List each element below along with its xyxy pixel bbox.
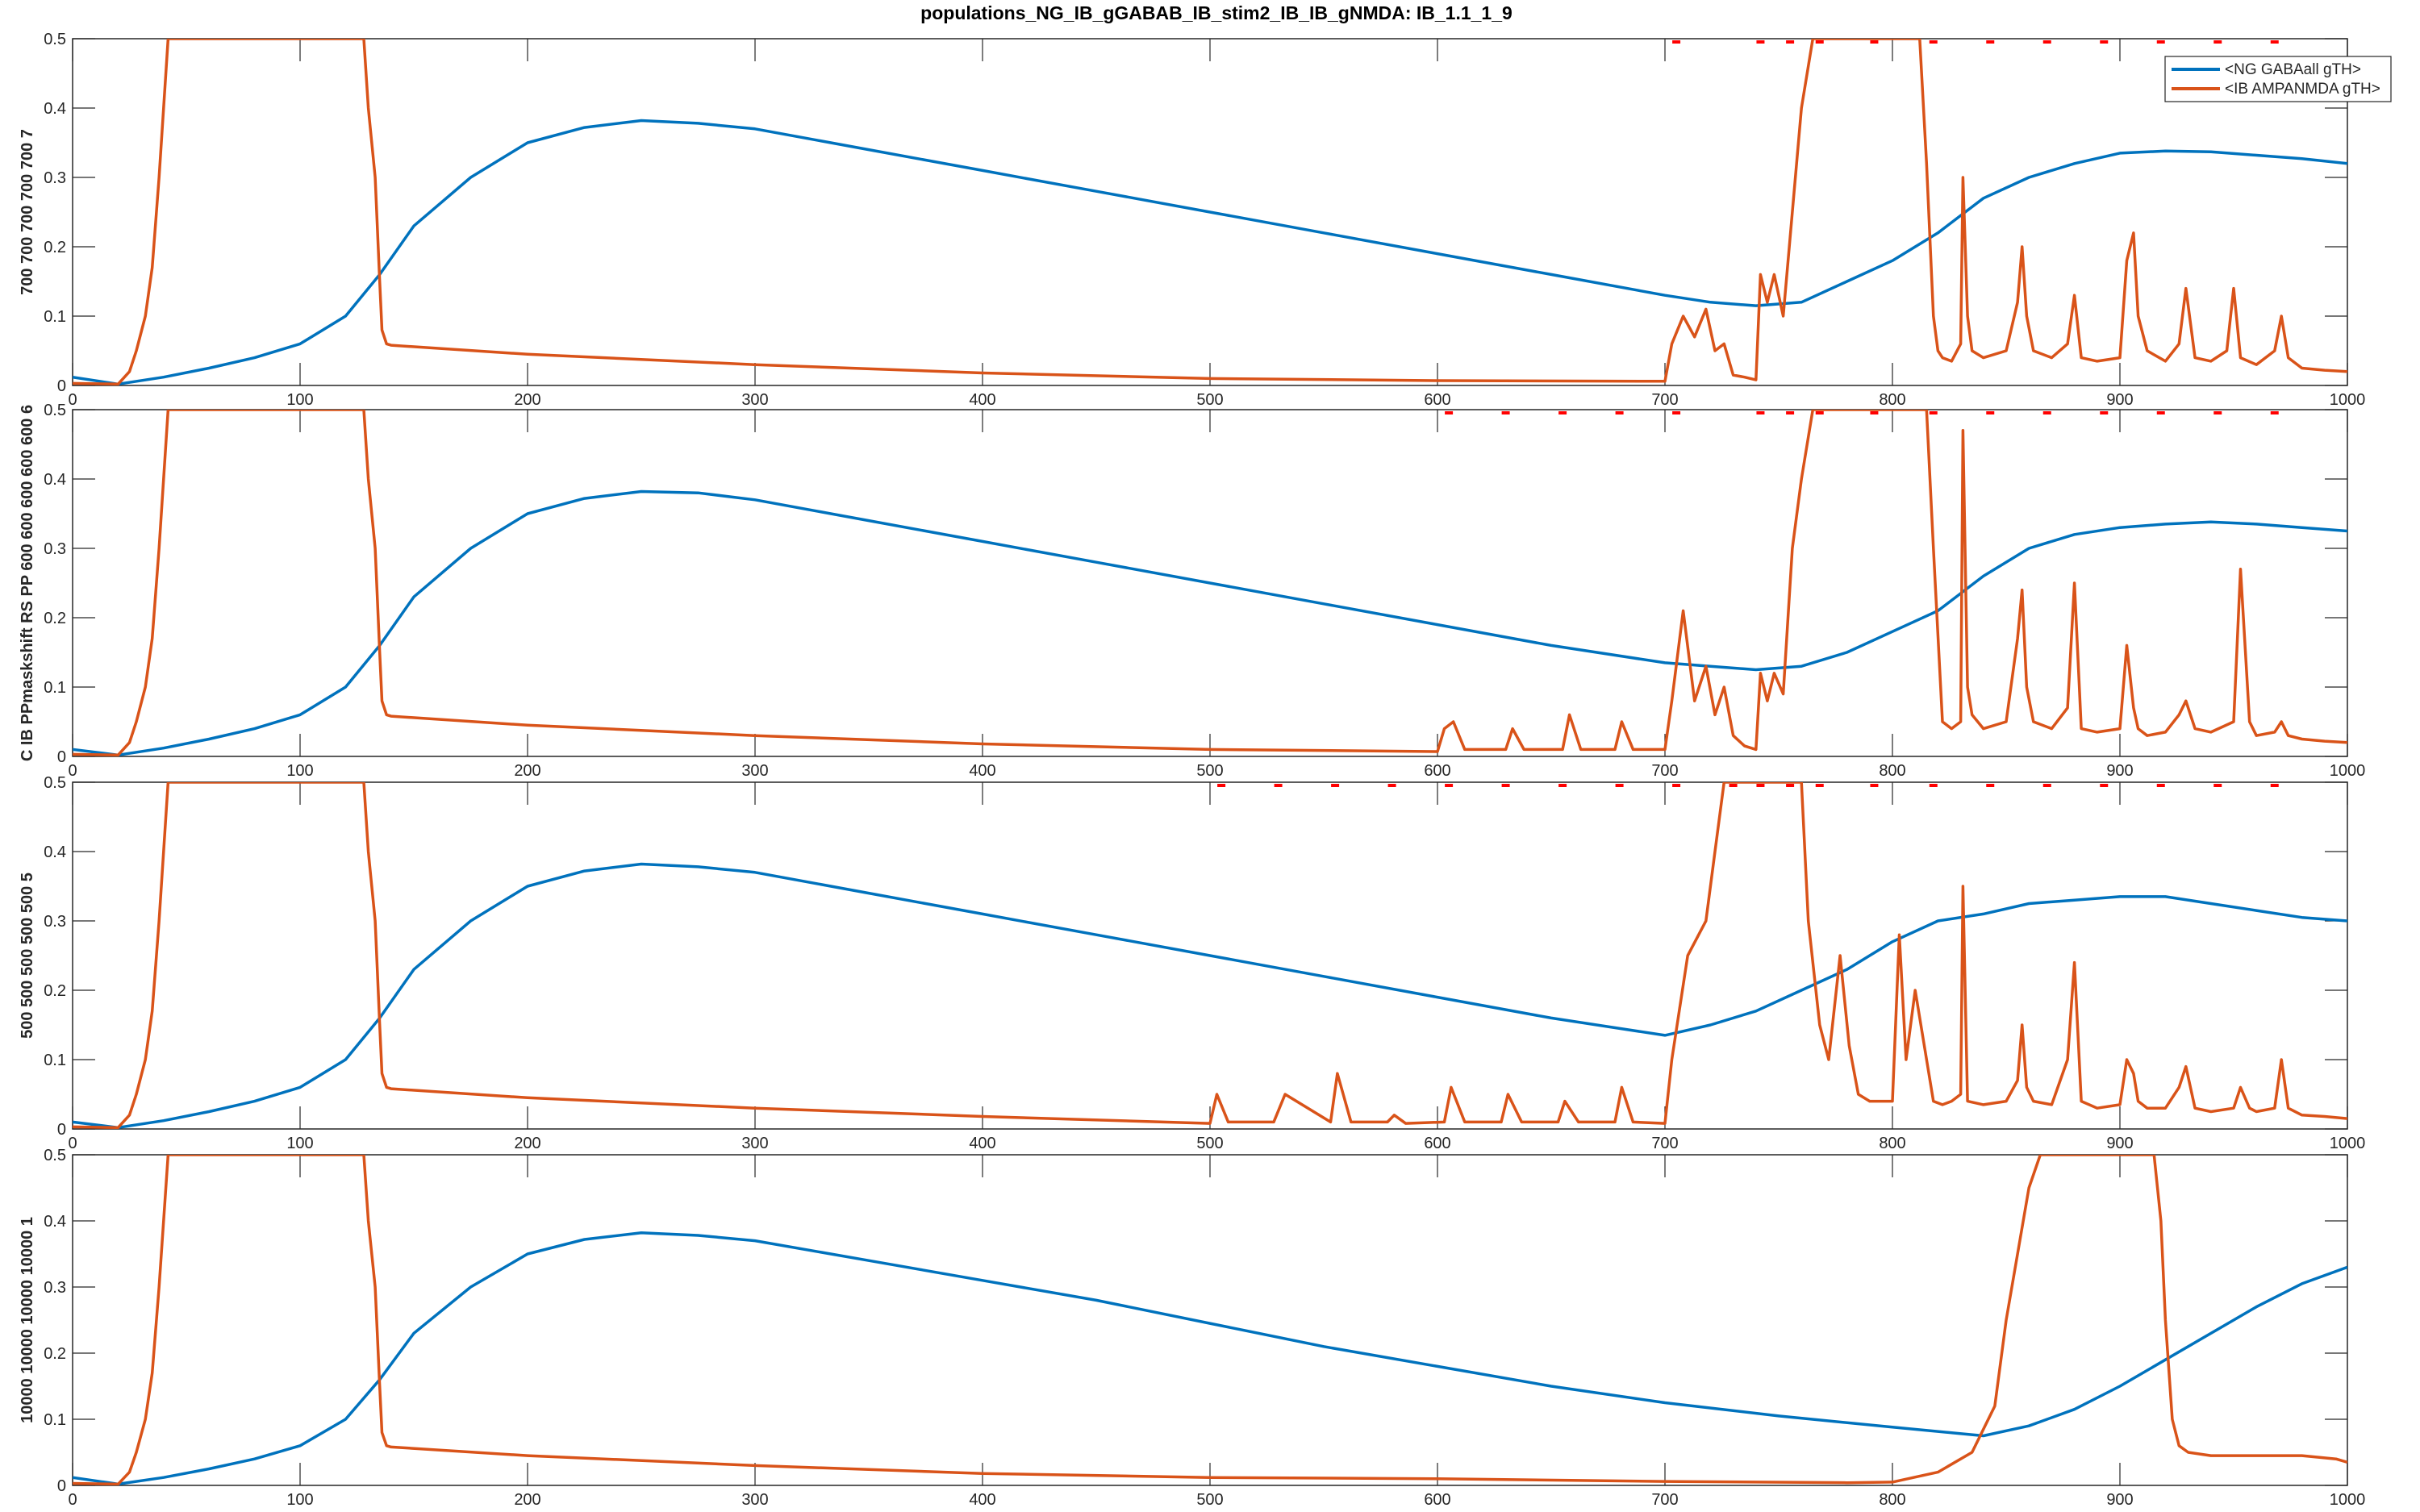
x-tick-label: 700 xyxy=(1651,391,1678,409)
y-tick-label: 0.3 xyxy=(44,540,66,558)
y-tick-label: 0.3 xyxy=(44,169,66,187)
y-tick-label: 0.1 xyxy=(44,308,66,326)
y-tick-label: 0.5 xyxy=(44,402,66,419)
x-tick-label: 700 xyxy=(1651,762,1678,780)
x-tick-label: 600 xyxy=(1424,762,1450,780)
x-tick-label: 0 xyxy=(68,1135,77,1152)
x-tick-label: 1000 xyxy=(2330,1491,2366,1509)
x-tick-label: 800 xyxy=(1879,762,1905,780)
series-ib-ampanmda-line xyxy=(73,39,2347,385)
x-tick-label: 400 xyxy=(969,1135,995,1152)
y-tick-label: 0.1 xyxy=(44,1411,66,1429)
x-tick-label: 500 xyxy=(1196,1135,1223,1152)
series-ng-gabaall-line xyxy=(73,119,2347,385)
y-tick-label: 0.1 xyxy=(44,1052,66,1069)
x-tick-label: 200 xyxy=(514,762,540,780)
series-ib-ampanmda-line xyxy=(73,782,2347,1129)
x-tick-label: 500 xyxy=(1196,391,1223,409)
x-tick-label: 100 xyxy=(286,391,313,409)
x-tick-label: 700 xyxy=(1651,1491,1678,1509)
x-tick-label: 1000 xyxy=(2330,1135,2366,1152)
y-tick-label: 0.3 xyxy=(44,1279,66,1297)
x-tick-label: 400 xyxy=(969,1491,995,1509)
y-tick-label: 0 xyxy=(57,377,66,395)
y-tick-label: 0 xyxy=(57,748,66,766)
y-tick-label: 0.2 xyxy=(44,239,66,256)
x-tick-label: 200 xyxy=(514,1491,540,1509)
y-tick-label: 0.4 xyxy=(44,1213,66,1231)
y-axis-label: 700 700 700 700 700 7 xyxy=(19,129,36,295)
y-tick-label: 0.3 xyxy=(44,913,66,931)
y-tick-label: 0.2 xyxy=(44,1345,66,1363)
x-tick-label: 800 xyxy=(1879,1491,1905,1509)
series-ng-gabaall-line xyxy=(73,489,2347,756)
x-tick-label: 200 xyxy=(514,1135,540,1152)
x-tick-label: 0 xyxy=(68,1491,77,1509)
panels: 0 100 200 300 400 500 600 700 800 900 100000.10.20… xyxy=(19,31,2365,1509)
panel-2: 0 100 200 300 400 500 600 700 800 900 1000 0 0.1 0.2 0… xyxy=(19,402,2365,780)
x-tick-label: 100 xyxy=(286,762,313,780)
y-tick-label: 0.1 xyxy=(44,679,66,697)
y-tick-label: 0 xyxy=(57,1121,66,1139)
panel-1: 0 100 200 300 400 500 600 700 800 900 1000 0 0.1 0.2 0… xyxy=(19,31,2365,409)
x-tick-label: 700 xyxy=(1651,1135,1678,1152)
y-tick-label: 0.2 xyxy=(44,610,66,627)
panel-4: 0 100 200 300 400 500 600 700 800 900 1000 0 0.1 0.2 0… xyxy=(19,1147,2365,1509)
x-tick-label: 100 xyxy=(286,1135,313,1152)
x-tick-label: 300 xyxy=(741,1491,768,1509)
y-axis-label: 500 500 500 500 500 5 xyxy=(19,873,36,1039)
y-axis-label: 10000 10000 10000 10000 1 xyxy=(19,1217,36,1423)
x-tick-label: 400 xyxy=(969,391,995,409)
x-tick-label: 1000 xyxy=(2330,762,2366,780)
legend-label: <NG GABAall gTH> xyxy=(2225,61,2361,78)
x-tick-label: 600 xyxy=(1424,391,1450,409)
x-tick-label: 300 xyxy=(741,1135,768,1152)
y-tick-label: 0.5 xyxy=(44,1147,66,1164)
x-tick-label: 100 xyxy=(286,1491,313,1509)
panel-3: 0 100 200 300 400 500 600 700 800 900 1000 0 0.1 0.2 0… xyxy=(19,774,2365,1152)
x-tick-label: 900 xyxy=(2106,762,2133,780)
y-tick-label: 0.4 xyxy=(44,471,66,489)
y-tick-label: 0.2 xyxy=(44,982,66,1000)
x-tick-label: 600 xyxy=(1424,1491,1450,1509)
y-tick-label: 0.4 xyxy=(44,100,66,118)
x-tick-label: 0 xyxy=(68,762,77,780)
legend-box xyxy=(2164,56,2392,102)
legend-label: <IB AMPANMDA gTH> xyxy=(2225,81,2380,98)
y-tick-label: 0.5 xyxy=(44,31,66,48)
x-tick-label: 800 xyxy=(1879,1135,1905,1152)
x-tick-label: 800 xyxy=(1879,391,1905,409)
series-ib-ampanmda-line xyxy=(73,410,2347,756)
x-tick-label: 500 xyxy=(1196,1491,1223,1509)
x-tick-label: 0 xyxy=(68,391,77,409)
x-tick-label: 1000 xyxy=(2330,391,2366,409)
x-tick-label: 300 xyxy=(741,391,768,409)
x-tick-label: 400 xyxy=(969,762,995,780)
chart-title: populations_NG_IB_gGABAB_IB_stim2_IB_IB_… xyxy=(920,2,1512,23)
x-tick-label: 500 xyxy=(1196,762,1223,780)
x-tick-label: 600 xyxy=(1424,1135,1450,1152)
x-tick-label: 900 xyxy=(2106,391,2133,409)
y-tick-label: 0 xyxy=(57,1477,66,1495)
y-axis-label: C IB PPmaskshift RS PP 600 600 600 600 6… xyxy=(19,405,36,761)
x-tick-label: 900 xyxy=(2106,1135,2133,1152)
series-ng-gabaall-line xyxy=(73,862,2347,1129)
x-tick-label: 200 xyxy=(514,391,540,409)
series-ng-gabaall-line xyxy=(73,1231,2347,1485)
y-tick-label: 0.4 xyxy=(44,843,66,861)
y-tick-label: 0.5 xyxy=(44,774,66,792)
x-tick-label: 300 xyxy=(741,762,768,780)
legend: <NG GABAall gTH> <IB AMPANMDA gTH> xyxy=(2164,56,2392,102)
series-ib-ampanmda-line xyxy=(73,1155,2347,1485)
x-tick-label: 900 xyxy=(2106,1491,2133,1509)
